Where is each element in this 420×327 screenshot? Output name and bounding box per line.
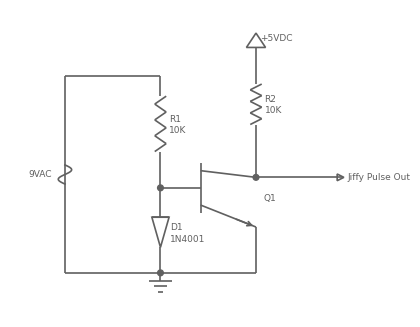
- Text: R2: R2: [265, 95, 276, 104]
- Text: D1: D1: [170, 223, 183, 232]
- Text: +5VDC: +5VDC: [260, 34, 292, 43]
- Text: 9VAC: 9VAC: [29, 170, 52, 179]
- Circle shape: [158, 185, 163, 191]
- Text: 10K: 10K: [265, 107, 282, 115]
- Text: 1N4001: 1N4001: [170, 235, 205, 244]
- Circle shape: [253, 175, 259, 180]
- Circle shape: [158, 270, 163, 276]
- Text: Jiffy Pulse Out: Jiffy Pulse Out: [348, 173, 411, 182]
- Text: 10K: 10K: [169, 126, 186, 135]
- Text: R1: R1: [169, 114, 181, 124]
- Text: Q1: Q1: [264, 194, 276, 203]
